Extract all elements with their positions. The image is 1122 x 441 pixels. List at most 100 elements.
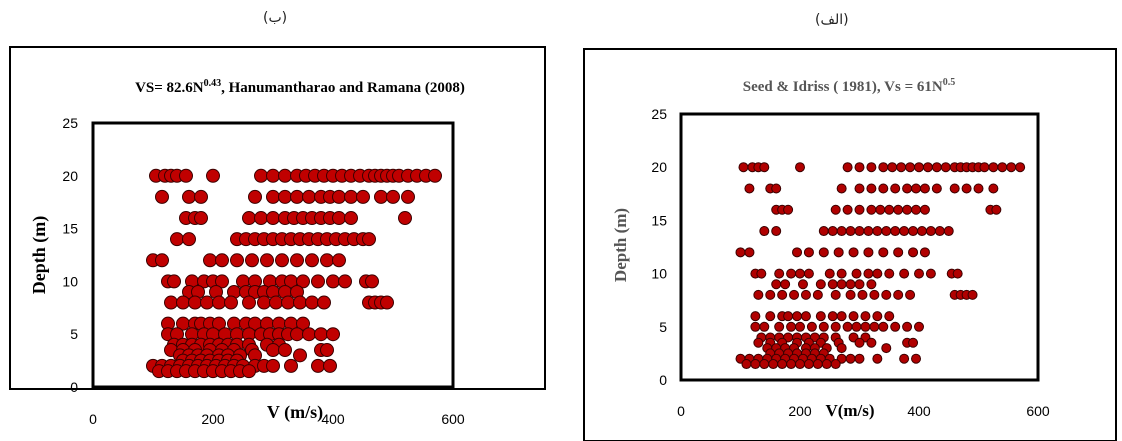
data-point-right <box>851 321 862 332</box>
data-point-right <box>768 359 779 370</box>
data-point-left <box>326 274 340 289</box>
data-point-left <box>290 189 304 204</box>
data-point-right <box>866 337 877 348</box>
data-point-right <box>878 183 889 194</box>
data-point-right <box>854 204 865 215</box>
x-tick-label-left: 0 <box>89 411 97 427</box>
data-point-right <box>777 289 788 300</box>
data-point-right <box>881 226 892 237</box>
y-tick-label-left: 0 <box>70 379 78 395</box>
data-point-left <box>242 211 256 226</box>
data-point-right <box>792 247 803 258</box>
data-point-right <box>872 353 883 364</box>
data-point-right <box>961 183 972 194</box>
data-point-right <box>845 226 856 237</box>
data-point-right <box>988 183 999 194</box>
x-tick-label-right: 0 <box>677 403 685 419</box>
data-point-right <box>824 268 835 279</box>
data-point-left <box>332 211 346 226</box>
data-point-right <box>908 226 919 237</box>
data-point-right <box>890 183 901 194</box>
data-point-right <box>848 247 859 258</box>
y-tick-label-right: 10 <box>651 266 667 282</box>
data-point-left <box>215 253 229 268</box>
data-point-left <box>248 189 262 204</box>
data-point-left <box>167 274 181 289</box>
data-point-right <box>836 311 847 322</box>
data-point-left <box>284 358 298 373</box>
data-point-right <box>878 162 889 173</box>
data-point-right <box>780 279 791 290</box>
data-point-right <box>777 359 788 370</box>
data-point-right <box>902 183 913 194</box>
data-point-right <box>845 353 856 364</box>
data-point-left <box>311 274 325 289</box>
data-point-left <box>323 358 337 373</box>
data-point-left <box>212 316 226 331</box>
data-point-right <box>902 204 913 215</box>
data-point-left <box>338 274 352 289</box>
data-point-left <box>278 343 292 358</box>
data-point-right <box>795 321 805 332</box>
data-point-right <box>884 204 895 215</box>
data-point-right <box>884 268 895 279</box>
data-point-right <box>899 226 910 237</box>
data-point-left <box>356 189 370 204</box>
data-point-right <box>821 359 832 370</box>
data-point-left <box>398 211 412 226</box>
data-point-right <box>744 183 755 194</box>
data-point-left <box>305 295 319 310</box>
data-point-right <box>771 279 782 290</box>
data-point-right <box>827 279 838 290</box>
data-point-right <box>774 321 785 332</box>
data-point-right <box>878 247 889 258</box>
y-tick-label-left: 5 <box>70 326 78 342</box>
data-point-right <box>789 289 800 300</box>
data-point-left <box>266 343 280 358</box>
data-point-left <box>332 189 346 204</box>
data-point-left <box>179 168 193 183</box>
data-point-left <box>260 253 274 268</box>
data-point-right <box>869 289 880 300</box>
data-point-right <box>836 183 847 194</box>
data-point-right <box>806 321 817 332</box>
data-point-right <box>753 289 764 300</box>
y-tick-label-right: 0 <box>659 372 667 388</box>
data-point-right <box>919 247 930 258</box>
chart-title-left: VS= 82.6N0.43, Hanumantharao and Ramana … <box>135 78 465 96</box>
data-point-right <box>866 183 877 194</box>
data-point-left <box>266 168 280 183</box>
data-point-right <box>893 247 904 258</box>
data-point-right <box>812 359 823 370</box>
data-point-right <box>884 311 895 322</box>
data-point-right <box>896 162 907 173</box>
data-point-left <box>401 189 415 204</box>
data-point-right <box>899 353 910 364</box>
data-point-left <box>155 189 169 204</box>
data-point-right <box>991 204 1002 215</box>
data-point-right <box>866 162 877 173</box>
x-axis-label-left: V (m/s) <box>267 402 323 423</box>
chart-frame-left <box>9 46 546 390</box>
data-point-right <box>854 337 865 348</box>
data-point-left <box>242 364 256 379</box>
data-point-right <box>818 321 829 332</box>
data-point-right <box>973 183 984 194</box>
y-tick-label-left: 25 <box>62 115 78 131</box>
x-tick-label-left: 600 <box>441 411 465 427</box>
data-point-right <box>830 204 841 215</box>
data-point-right <box>783 311 794 322</box>
data-point-right <box>911 204 922 215</box>
data-point-right <box>842 204 853 215</box>
data-point-left <box>242 295 256 310</box>
data-point-left <box>155 253 169 268</box>
data-point-left <box>275 253 289 268</box>
data-point-right <box>931 162 942 173</box>
data-point-left <box>182 189 196 204</box>
data-point-right <box>863 247 874 258</box>
data-point-right <box>830 321 841 332</box>
data-point-left <box>224 295 238 310</box>
data-point-right <box>922 162 933 173</box>
data-point-left <box>164 295 178 310</box>
data-point-right <box>833 247 844 258</box>
